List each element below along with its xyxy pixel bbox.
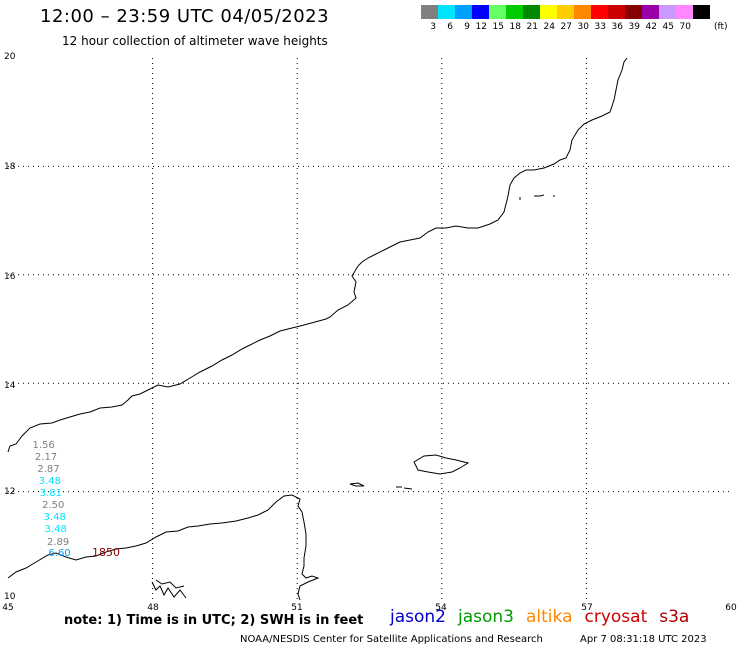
wave-height-label: 2.50: [42, 500, 65, 512]
lat-tick-10: 10: [4, 592, 16, 602]
lon-tick-48: 48: [147, 603, 159, 613]
colorbar-swatch: [438, 5, 455, 19]
colorbar-swatch: [574, 5, 591, 19]
colorbar-label: 21: [526, 22, 538, 32]
colorbar-label: 24: [543, 22, 555, 32]
lon-tick-51: 51: [291, 603, 303, 613]
small-islands: [349, 482, 413, 490]
colorbar-label: 30: [577, 22, 589, 32]
wave-height-label: 3.81: [39, 487, 62, 499]
colorbar-swatch: [472, 5, 489, 19]
satellite-legend-item: s3a: [659, 607, 690, 627]
colorbar-swatch: [506, 5, 523, 19]
colorbar-swatch: [421, 5, 438, 19]
wave-height-label: 3.48: [43, 512, 66, 524]
colorbar-swatch: [625, 5, 642, 19]
colorbar-swatch: [540, 5, 557, 19]
colorbar-label: 45: [662, 22, 674, 32]
lon-tick-57: 57: [581, 603, 593, 613]
wave-height-label: 3.48: [44, 524, 67, 536]
colorbar-label: 36: [611, 22, 623, 32]
colorbar-label: 39: [628, 22, 640, 32]
satellite-legend-item: jason3: [458, 607, 514, 627]
colorbar-labels: 3 6 9 12 15 18 21 24 27 30 33 36 39 42 45 70: [421, 22, 710, 32]
wave-height-label: 3.48: [38, 475, 62, 487]
somalia-shoreline-noise: [151, 579, 187, 599]
lon-tick-54: 54: [435, 603, 447, 613]
socotra-island: [413, 454, 470, 475]
satellite-legend-item: cryosat: [584, 607, 648, 627]
colorbar-label: 12: [475, 22, 487, 32]
satellite-legend-item: jason2: [390, 607, 446, 627]
colorbar-label: 9: [464, 22, 470, 32]
arabian-peninsula-coast: [7, 57, 628, 453]
colorbar-label: 18: [509, 22, 521, 32]
pass-time-label: 1850: [92, 546, 120, 559]
wave-height-label: 2.89: [46, 536, 70, 548]
wave-height-colorbar: [421, 5, 710, 19]
colorbar-swatch: [455, 5, 472, 19]
footer-note: note: 1) Time is in UTC; 2) SWH is in fe…: [64, 613, 364, 628]
colorbar-unit: (ft): [714, 22, 728, 32]
kuria-muria-islands: [519, 194, 555, 200]
colorbar-swatch: [659, 5, 676, 19]
map-subtitle: 12 hour collection of altimeter wave hei…: [62, 34, 328, 48]
colorbar-swatch: [523, 5, 540, 19]
colorbar-swatch: [591, 5, 608, 19]
colorbar-swatch: [693, 5, 710, 19]
lon-tick-60: 60: [725, 603, 737, 613]
colorbar-swatch: [608, 5, 625, 19]
coastline: [7, 57, 628, 601]
colorbar-swatch: [676, 5, 693, 19]
satellite-legend-item: altika: [526, 607, 573, 627]
wave-height-label: 2.17: [34, 451, 58, 463]
colorbar-label: 6: [447, 22, 453, 32]
satellite-legend: jason2 jason3 altika cryosat s3a: [390, 607, 689, 627]
lat-lon-grid: [8, 58, 731, 600]
colorbar-swatch: [557, 5, 574, 19]
colorbar-label: 70: [679, 22, 691, 32]
lat-tick-14: 14: [4, 381, 16, 391]
wave-height-label: 1.56: [32, 439, 55, 451]
wave-height-label: 6.60: [48, 548, 71, 560]
wave-height-label: 2.87: [37, 463, 60, 475]
lat-tick-20: 20: [4, 52, 16, 62]
credit-line: NOAA/NESDIS Center for Satellite Applica…: [240, 634, 543, 645]
colorbar-label: 3: [430, 22, 436, 32]
colorbar-label: 33: [594, 22, 606, 32]
lon-tick-45: 45: [2, 603, 14, 613]
lat-tick-18: 18: [4, 162, 16, 172]
colorbar-label: 42: [645, 22, 657, 32]
lat-tick-12: 12: [4, 487, 16, 497]
colorbar-swatch: [642, 5, 659, 19]
generated-timestamp: Apr 7 08:31:18 UTC 2023: [580, 634, 707, 645]
colorbar-swatch: [489, 5, 506, 19]
lat-tick-16: 16: [4, 272, 16, 282]
colorbar-label: 15: [492, 22, 504, 32]
horn-of-africa-coast: [7, 494, 320, 601]
map-title: 12:00 – 23:59 UTC 04/05/2023: [40, 6, 330, 27]
colorbar-label: 27: [560, 22, 572, 32]
